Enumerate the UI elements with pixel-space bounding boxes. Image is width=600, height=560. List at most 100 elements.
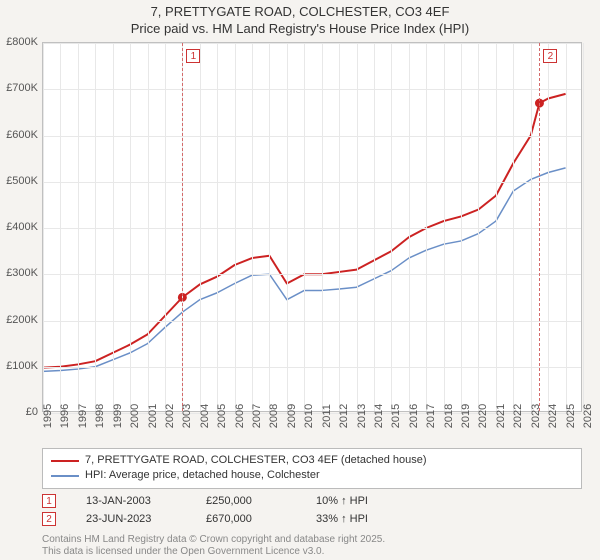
gridline-v [322,43,323,411]
gridline-h [43,274,581,275]
ytick-label: £400K [6,221,38,233]
gridline-v [252,43,253,411]
event-price-1: £250,000 [206,495,286,507]
xtick-label: 2002 [164,404,176,428]
chart-svg [43,43,581,411]
gridline-h [43,321,581,322]
xtick-label: 2023 [530,404,542,428]
legend-label-hpi: HPI: Average price, detached house, Colc… [85,468,320,483]
gridline-v [113,43,114,411]
gridline-v [43,43,44,411]
gridline-v [513,43,514,411]
xtick-label: 2013 [356,404,368,428]
gridline-v [374,43,375,411]
footer: Contains HM Land Registry data © Crown c… [42,534,385,558]
gridline-v [496,43,497,411]
gridline-h [43,136,581,137]
xtick-label: 2025 [565,404,577,428]
gridline-v [339,43,340,411]
gridline-v [217,43,218,411]
marker-badge-1: 1 [186,49,200,63]
gridline-v [269,43,270,411]
gridline-v [391,43,392,411]
gridline-v [304,43,305,411]
events-block: 1 13-JAN-2003 £250,000 10% ↑ HPI 2 23-JU… [42,492,416,528]
xtick-label: 2016 [408,404,420,428]
xtick-label: 1995 [42,404,54,428]
gridline-v [95,43,96,411]
legend-label-price: 7, PRETTYGATE ROAD, COLCHESTER, CO3 4EF … [85,453,427,468]
gridline-h [43,89,581,90]
ytick-label: £100K [6,360,38,372]
xtick-label: 2010 [303,404,315,428]
gridline-h [43,182,581,183]
ytick-label: £500K [6,175,38,187]
event-pct-1: 10% ↑ HPI [316,495,416,507]
chart-container: 7, PRETTYGATE ROAD, COLCHESTER, CO3 4EF … [0,0,600,560]
xtick-label: 1998 [94,404,106,428]
xtick-label: 2014 [373,404,385,428]
gridline-v [200,43,201,411]
legend-swatch-price [51,460,79,462]
xtick-label: 2008 [268,404,280,428]
xtick-label: 1999 [112,404,124,428]
gridline-v [235,43,236,411]
ytick-label: £600K [6,129,38,141]
xtick-label: 1996 [59,404,71,428]
xtick-label: 2024 [547,404,559,428]
legend-swatch-hpi [51,475,79,477]
legend-box: 7, PRETTYGATE ROAD, COLCHESTER, CO3 4EF … [42,448,582,489]
event-badge-2: 2 [42,512,56,526]
xtick-label: 2020 [477,404,489,428]
ytick-label: £0 [26,406,38,418]
xtick-label: 2009 [286,404,298,428]
marker-badge-2: 2 [543,49,557,63]
event-price-2: £670,000 [206,513,286,525]
xtick-label: 2006 [234,404,246,428]
title-block: 7, PRETTYGATE ROAD, COLCHESTER, CO3 4EF … [0,0,600,38]
gridline-v [148,43,149,411]
gridline-h [43,367,581,368]
gridline-v [357,43,358,411]
xtick-label: 2003 [181,404,193,428]
xtick-label: 1997 [77,404,89,428]
xtick-label: 2004 [199,404,211,428]
event-pct-2: 33% ↑ HPI [316,513,416,525]
gridline-v [478,43,479,411]
footer-line-2: This data is licensed under the Open Gov… [42,546,385,558]
xtick-label: 2026 [582,404,594,428]
xtick-label: 2021 [495,404,507,428]
gridline-v [548,43,549,411]
gridline-h [43,43,581,44]
event-date-2: 23-JUN-2023 [86,513,176,525]
title-line-1: 7, PRETTYGATE ROAD, COLCHESTER, CO3 4EF [0,4,600,21]
gridline-v [78,43,79,411]
marker-line-2 [539,43,540,411]
gridline-v [444,43,445,411]
ytick-label: £200K [6,314,38,326]
event-row-1: 1 13-JAN-2003 £250,000 10% ↑ HPI [42,492,416,510]
xtick-label: 2022 [512,404,524,428]
legend-row-1: 7, PRETTYGATE ROAD, COLCHESTER, CO3 4EF … [51,453,573,468]
xtick-label: 2005 [216,404,228,428]
title-line-2: Price paid vs. HM Land Registry's House … [0,21,600,38]
xtick-label: 2015 [390,404,402,428]
ytick-label: £300K [6,267,38,279]
xtick-label: 2011 [321,404,333,428]
event-date-1: 13-JAN-2003 [86,495,176,507]
plot-area: 12 [42,42,582,412]
xtick-label: 2012 [338,404,350,428]
gridline-v [461,43,462,411]
footer-line-1: Contains HM Land Registry data © Crown c… [42,534,385,546]
xtick-label: 2018 [443,404,455,428]
gridline-h [43,228,581,229]
gridline-v [60,43,61,411]
legend-row-2: HPI: Average price, detached house, Colc… [51,468,573,483]
gridline-v [409,43,410,411]
gridline-v [287,43,288,411]
xtick-label: 2019 [460,404,472,428]
xtick-label: 2007 [251,404,263,428]
event-row-2: 2 23-JUN-2023 £670,000 33% ↑ HPI [42,510,416,528]
xtick-label: 2000 [129,404,141,428]
ytick-label: £800K [6,36,38,48]
